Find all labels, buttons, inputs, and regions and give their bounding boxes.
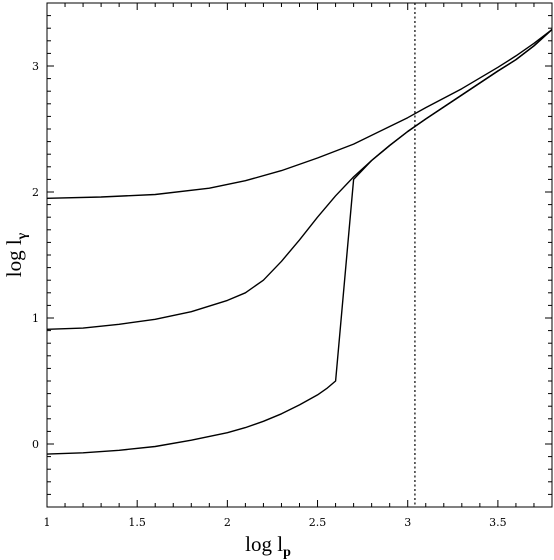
tick-labels: 1 1.5 2 2.5 3 3.5 0 1 2 3 [32, 60, 507, 529]
y-axis-title: log lγ [2, 232, 30, 277]
x-tick-label: 2.5 [309, 516, 327, 529]
y-tick-label: 0 [32, 438, 39, 451]
y-tick-label: 1 [32, 312, 39, 325]
y-tick-label: 2 [32, 186, 39, 199]
y-tick-label: 3 [32, 60, 39, 73]
x-tick-label: 3.5 [489, 516, 507, 529]
series-line-1 [46, 28, 553, 199]
series-group [46, 28, 553, 455]
series-line-3 [46, 28, 553, 455]
x-tick-label: 2 [224, 516, 231, 529]
ticks [46, 2, 553, 508]
x-axis-title: log lp [245, 532, 291, 560]
x-tick-label: 1 [44, 516, 51, 529]
series-line-2 [46, 28, 553, 330]
plot-frame [46, 2, 553, 508]
x-tick-label: 1.5 [128, 516, 146, 529]
x-tick-label: 3 [404, 516, 411, 529]
